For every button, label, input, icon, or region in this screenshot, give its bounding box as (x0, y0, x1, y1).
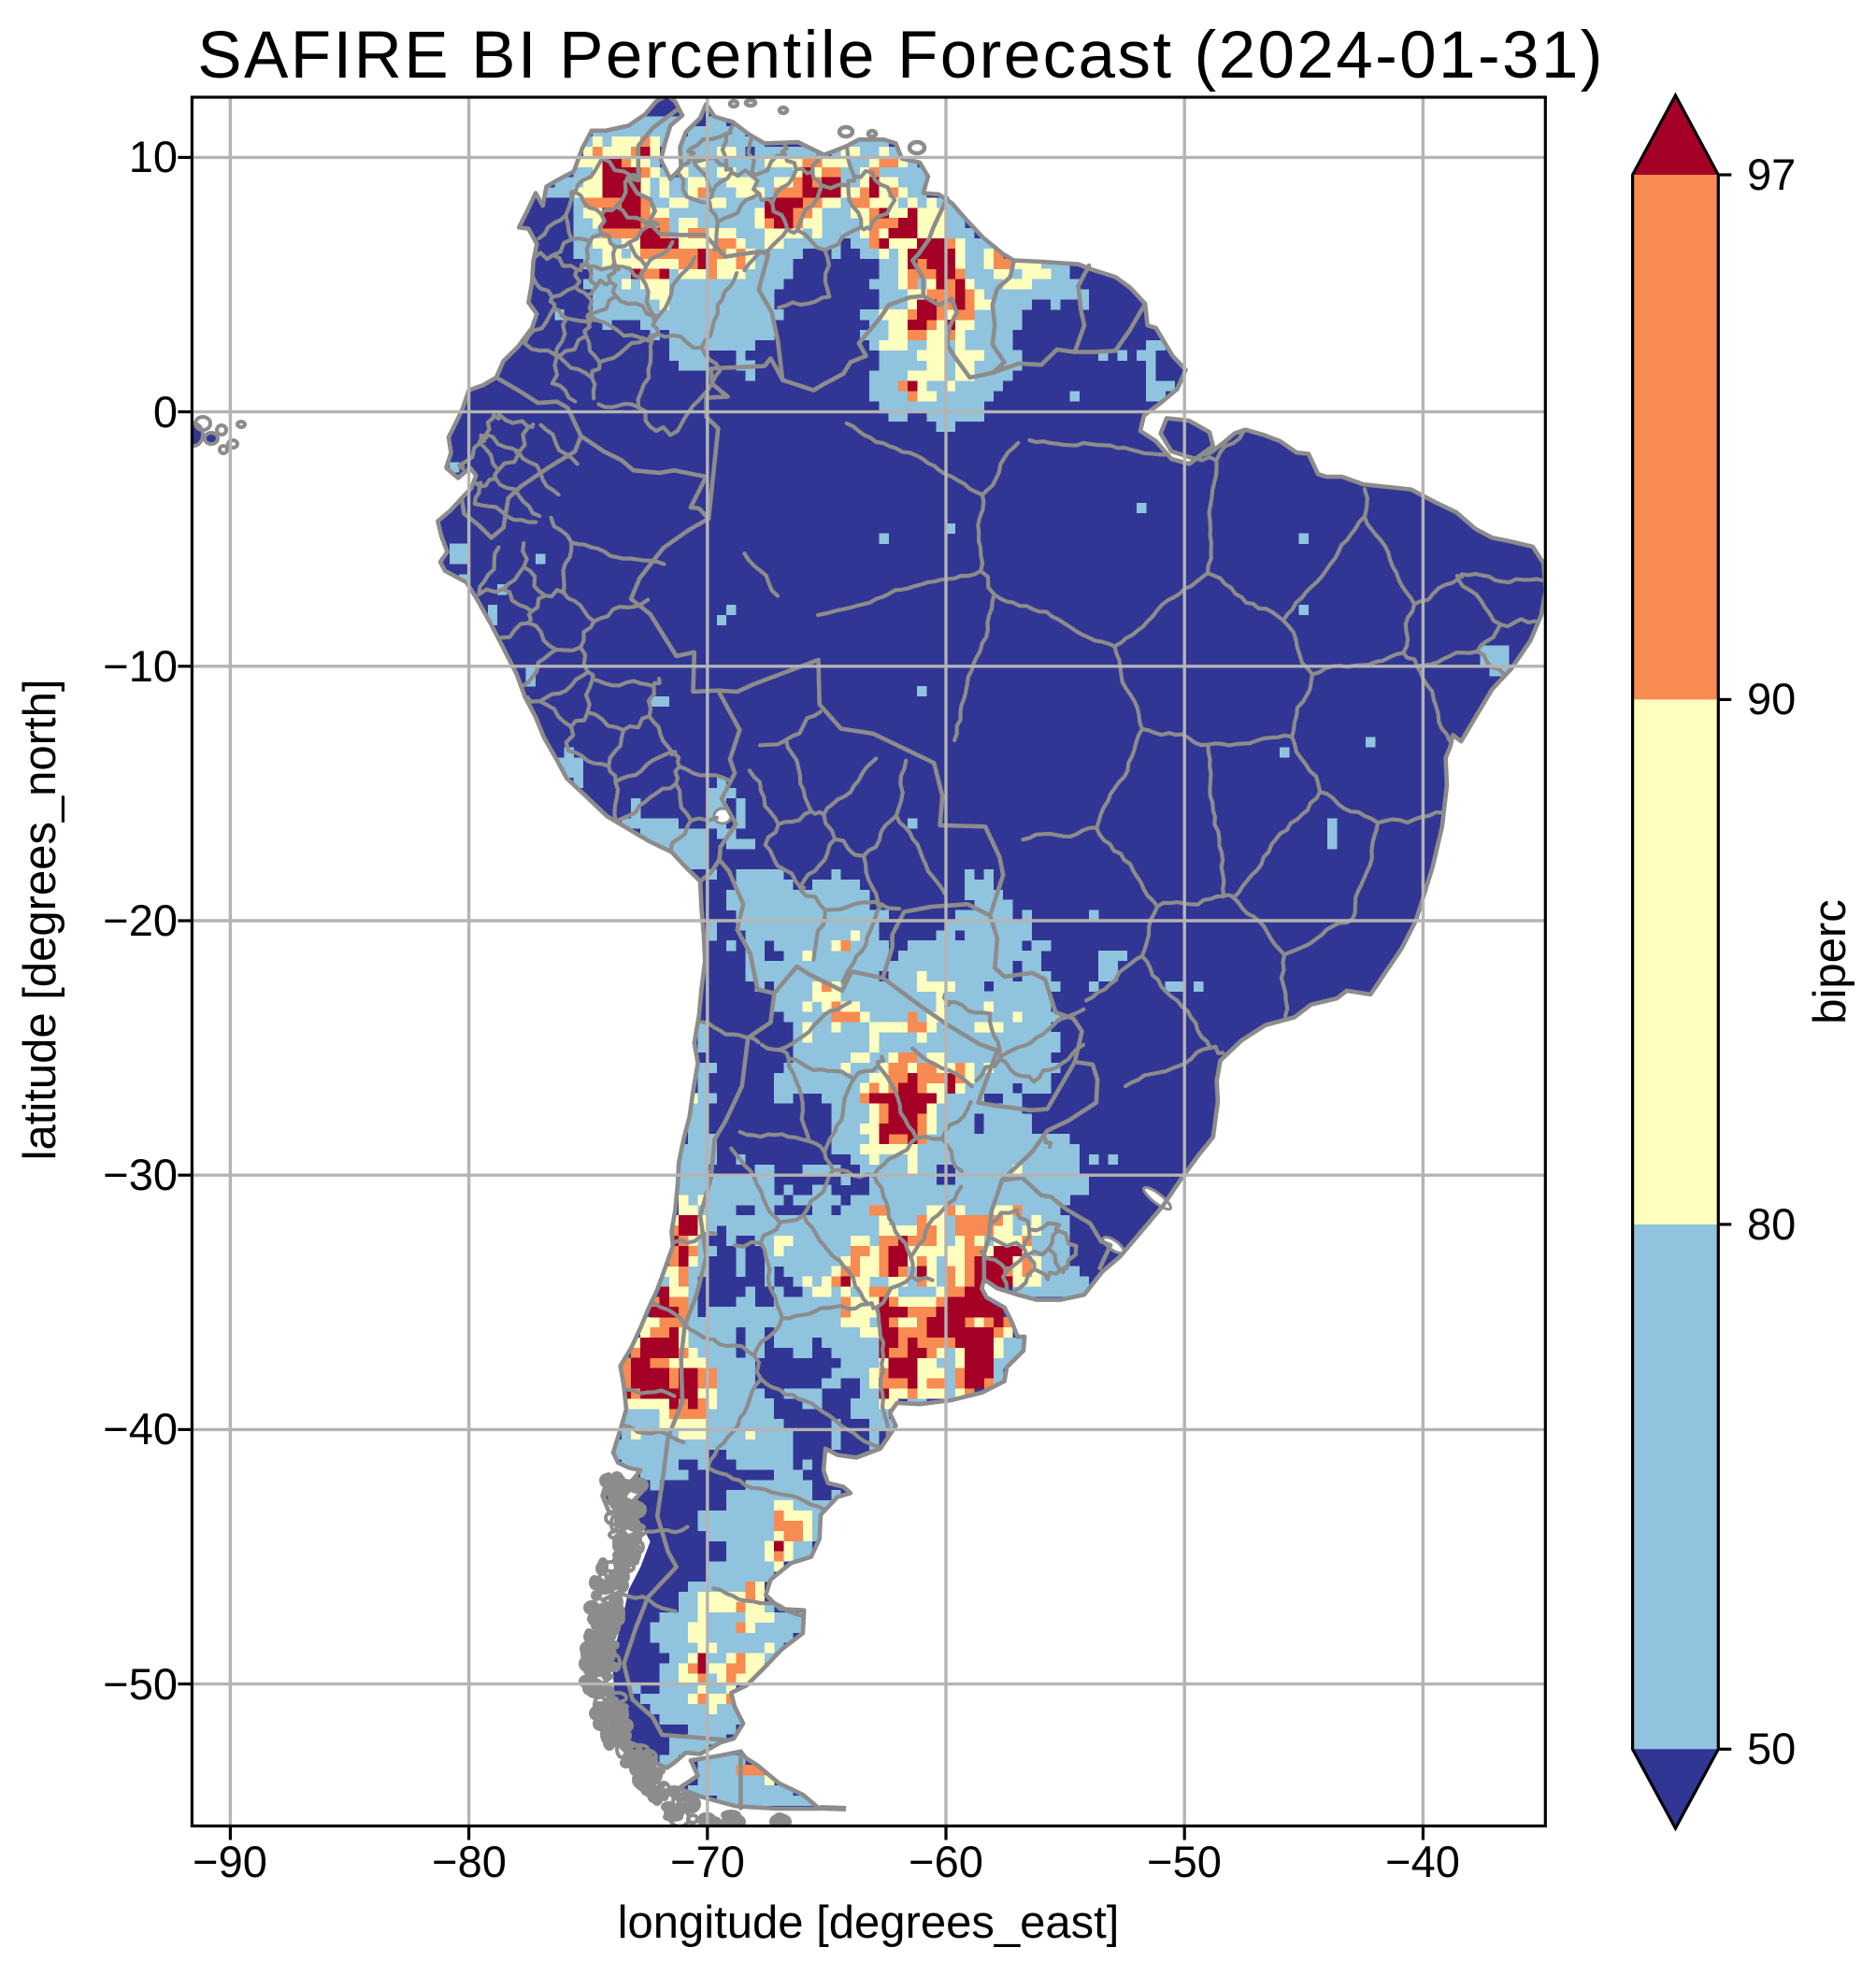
svg-text:biperc: biperc (1805, 899, 1855, 1024)
svg-text:−60: −60 (909, 1837, 983, 1886)
svg-text:−10: −10 (103, 641, 178, 691)
svg-text:−50: −50 (1147, 1837, 1222, 1886)
svg-text:−40: −40 (103, 1404, 178, 1453)
svg-text:−80: −80 (432, 1837, 507, 1886)
svg-text:−40: −40 (1385, 1837, 1460, 1886)
svg-text:−70: −70 (670, 1837, 745, 1886)
svg-text:−30: −30 (103, 1150, 178, 1199)
svg-text:10: 10 (129, 132, 178, 181)
svg-text:97: 97 (1747, 150, 1796, 199)
svg-text:−20: −20 (103, 895, 178, 945)
svg-text:0: 0 (153, 387, 178, 437)
svg-text:−90: −90 (193, 1837, 267, 1886)
svg-text:longitude [degrees_east]: longitude [degrees_east] (618, 1897, 1120, 1948)
svg-text:SAFIRE BI Percentile Forecast: SAFIRE BI Percentile Forecast (2024-01-3… (197, 19, 1605, 93)
svg-text:80: 80 (1747, 1199, 1796, 1249)
svg-text:50: 50 (1747, 1724, 1796, 1773)
svg-text:−50: −50 (103, 1659, 178, 1709)
svg-text:90: 90 (1747, 674, 1796, 723)
svg-text:latitude [degrees_north]: latitude [degrees_north] (15, 680, 65, 1161)
